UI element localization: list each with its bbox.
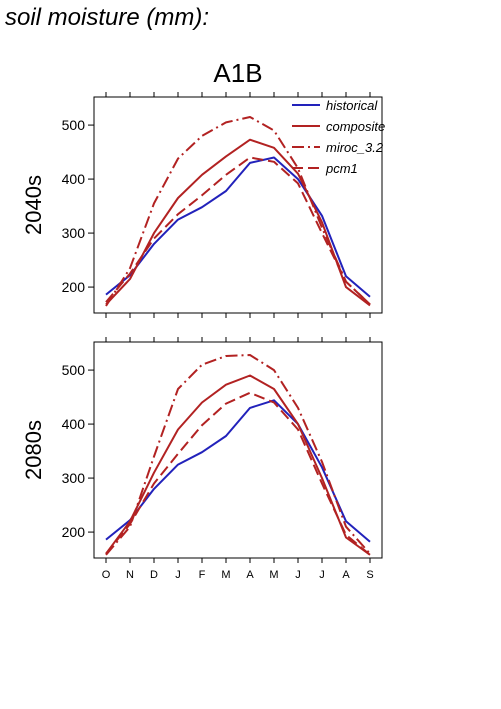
x-tick-label: J xyxy=(175,569,181,581)
series-line-composite xyxy=(105,374,371,556)
series-line-pcm1 xyxy=(105,391,371,556)
x-tick-label: M xyxy=(269,569,278,581)
series-line-historical xyxy=(105,399,371,543)
legend-label: miroc_3.2 xyxy=(326,140,384,155)
series-line-pcm1 xyxy=(105,156,371,306)
panel-label: 2080s xyxy=(21,420,46,480)
x-tick-label: A xyxy=(246,569,254,581)
x-tick-label: J xyxy=(319,569,325,581)
y-tick-label: 300 xyxy=(62,470,86,486)
series-line-composite xyxy=(105,138,371,307)
panel-2040s: 200 300 400 500 2040s historical composite miro… xyxy=(21,92,385,318)
panel-label: 2040s xyxy=(21,175,46,235)
legend-label: composite xyxy=(326,119,385,134)
x-tick-label: F xyxy=(199,569,206,581)
legend-label: historical xyxy=(326,98,378,113)
scenario-title: A1B xyxy=(213,58,262,88)
panel-2080s: 200 300 400 500 O N D J F M A M J J A S 2080s xyxy=(21,337,383,581)
x-tick-label: N xyxy=(126,569,134,581)
x-tick-label: M xyxy=(221,569,230,581)
x-tick-label: J xyxy=(295,569,301,581)
series-line-historical xyxy=(105,156,371,298)
x-tick-label: S xyxy=(366,569,373,581)
x-tick-label: O xyxy=(102,569,111,581)
plot-frame xyxy=(93,96,383,314)
series-line-miroc-3-2 xyxy=(105,354,371,556)
legend: historical composite miroc_3.2 pcm1 xyxy=(292,98,385,176)
y-tick-label: 500 xyxy=(62,362,86,378)
x-tick-label: A xyxy=(342,569,350,581)
y-tick-label: 400 xyxy=(62,416,86,432)
series-line-miroc-3-2 xyxy=(105,116,371,307)
y-tick-label: 500 xyxy=(62,117,86,133)
plot-frame xyxy=(93,341,383,559)
page-title: soil moisture (mm): xyxy=(5,4,210,31)
y-tick-label: 300 xyxy=(62,225,86,241)
legend-label: pcm1 xyxy=(325,161,358,176)
y-tick-label: 200 xyxy=(62,279,86,295)
y-tick-label: 200 xyxy=(62,524,86,540)
y-tick-label: 400 xyxy=(62,171,86,187)
x-tick-label: D xyxy=(150,569,158,581)
